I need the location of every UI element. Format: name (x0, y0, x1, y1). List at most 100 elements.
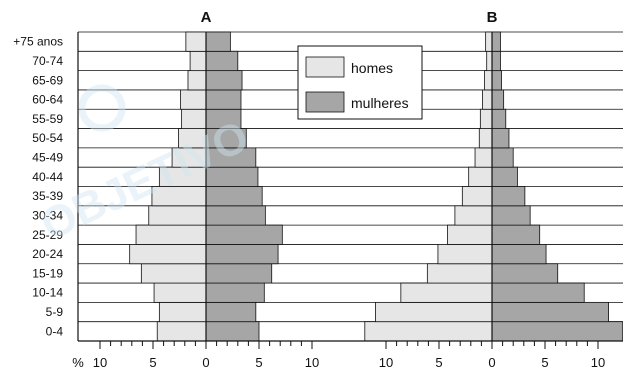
bar-panel-b-mulheres-75anos (491, 31, 501, 52)
bar-panel-a-mulheres-2529 (205, 224, 283, 245)
bar-panel-b-mulheres-3539 (491, 186, 526, 207)
x-tick-label: 10 (379, 355, 393, 370)
bar-panel-a-homes-2529 (135, 224, 207, 245)
bar-panel-a-homes-75anos (185, 31, 207, 52)
bar-panel-a-homes-1014 (153, 282, 207, 303)
bar-panel-a-mulheres-75anos (205, 31, 231, 52)
bar-panel-a-homes-6064 (180, 89, 207, 110)
bar-panel-b-mulheres-4549 (491, 147, 514, 168)
x-tick-label: 10 (591, 355, 605, 370)
age-label: 55-59 (32, 112, 63, 126)
bar-panel-a-homes-4549 (171, 147, 207, 168)
age-label: +75 anos (13, 35, 63, 49)
bar-panel-b-homes-3034 (454, 205, 493, 226)
age-label: 60-64 (32, 93, 63, 107)
age-label: 45-49 (32, 151, 63, 165)
bar-panel-b-mulheres-59 (491, 301, 609, 323)
bar-panel-b-mulheres-6064 (491, 89, 505, 110)
bar-panel-a-mulheres-59 (205, 301, 257, 323)
bar-panel-b-mulheres-6569 (491, 70, 502, 91)
bar-panel-b-homes-4044 (468, 166, 493, 187)
x-tick-label: 5 (435, 355, 442, 370)
age-label: 25-29 (32, 228, 63, 242)
bar-panel-b-homes-1014 (400, 282, 493, 303)
bar-panel-b-mulheres-1014 (491, 282, 585, 303)
bar-panel-b-mulheres-4044 (491, 166, 518, 187)
x-tick-label: 10 (93, 355, 107, 370)
age-label: 15-19 (32, 266, 63, 280)
bar-panel-a-homes-6569 (187, 70, 207, 91)
bar-panel-b-mulheres-7074 (491, 50, 501, 72)
x-axis: 10 5 0 5 10 10 5 0 5 10 (93, 341, 605, 370)
plot-frame (77, 32, 623, 342)
bar-panel-b-mulheres-04 (491, 321, 623, 342)
age-label: 5-9 (46, 305, 64, 319)
bar-panel-a-homes-2024 (129, 244, 207, 265)
bar-panel-b-homes-5054 (478, 128, 493, 149)
bar-panel-b-homes-04 (364, 321, 493, 342)
bar-panel-a-mulheres-4549 (205, 147, 257, 168)
legend: homes mulheres (297, 45, 423, 120)
age-label: 65-69 (32, 73, 63, 87)
bar-panel-a-homes-3539 (151, 186, 207, 207)
x-tick-label: 5 (149, 355, 156, 370)
bar-panel-a-homes-5559 (181, 108, 207, 129)
legend-swatch-mulheres (305, 91, 345, 113)
age-label: 20-24 (32, 247, 63, 261)
age-label: 50-54 (32, 131, 63, 145)
bar-panel-b-mulheres-1519 (491, 263, 559, 284)
bar-panel-a-homes-4044 (158, 166, 207, 187)
bar-panel-b-homes-6064 (482, 89, 493, 110)
x-tick-label: 5 (255, 355, 262, 370)
age-group-labels: 0-4 5-9 10-14 15-19 20-24 25-29 30-34 35-39 40-4… (13, 35, 63, 339)
bar-panel-b-mulheres-5054 (491, 128, 510, 149)
bar-panel-b-mulheres-2529 (491, 224, 541, 245)
bar-panel-a-mulheres-2024 (205, 244, 279, 265)
bar-panel-b-homes-7074 (486, 50, 493, 72)
legend-label-homes: homes (351, 60, 393, 76)
x-tick-label: 10 (305, 355, 319, 370)
x-tick-label: 0 (202, 355, 209, 370)
bar-panel-a-homes-7074 (189, 50, 207, 72)
bar-panel-a-mulheres-6569 (205, 70, 243, 91)
panel-a-title: A (201, 9, 212, 26)
bar-panel-a-mulheres-5559 (205, 108, 242, 129)
bar-panel-a-homes-1519 (140, 263, 207, 284)
legend-swatch-homes (305, 56, 345, 78)
bar-panel-a-homes-3034 (148, 205, 207, 226)
bar-panel-a-mulheres-4044 (205, 166, 259, 187)
x-axis-unit-label: % (72, 355, 84, 370)
bar-panel-b-homes-75anos (485, 31, 493, 52)
age-label: 40-44 (32, 170, 63, 184)
bar-panel-a-homes-59 (158, 301, 207, 323)
x-tick-label: 5 (541, 355, 548, 370)
bar-panel-a-mulheres-1519 (205, 263, 273, 284)
bar-panel-a-mulheres-6064 (205, 89, 242, 110)
bar-panel-a-mulheres-7074 (205, 50, 239, 72)
bar-panel-b-mulheres-3034 (491, 205, 531, 226)
bar-panel-a-mulheres-04 (205, 321, 260, 342)
bar-panel-b-homes-1519 (426, 263, 493, 284)
age-label: 35-39 (32, 189, 63, 203)
bar-panel-a-homes-5054 (178, 128, 207, 149)
age-label: 0-4 (46, 324, 64, 338)
bar-panel-a-mulheres-5054 (205, 128, 247, 149)
bar-panel-b-homes-3539 (461, 186, 493, 207)
legend-label-mulheres: mulheres (351, 95, 409, 111)
bar-panel-b-homes-2024 (437, 244, 493, 265)
age-label: 10-14 (32, 286, 63, 300)
age-label: 70-74 (32, 54, 63, 68)
bar-panel-a-mulheres-1014 (205, 282, 265, 303)
x-tick-label: 0 (488, 355, 495, 370)
bar-panel-b-homes-4549 (474, 147, 493, 168)
age-label: 30-34 (32, 208, 63, 222)
bar-panel-a-mulheres-3539 (205, 186, 263, 207)
bar-panel-a-mulheres-3034 (205, 205, 266, 226)
bar-panel-b-homes-2529 (447, 224, 493, 245)
panel-b-title: B (487, 9, 498, 26)
bar-panel-b-homes-6569 (484, 70, 493, 91)
bar-panel-b-mulheres-5559 (491, 108, 507, 129)
bar-panel-b-homes-5559 (479, 108, 493, 129)
bar-panel-b-homes-59 (374, 301, 493, 323)
